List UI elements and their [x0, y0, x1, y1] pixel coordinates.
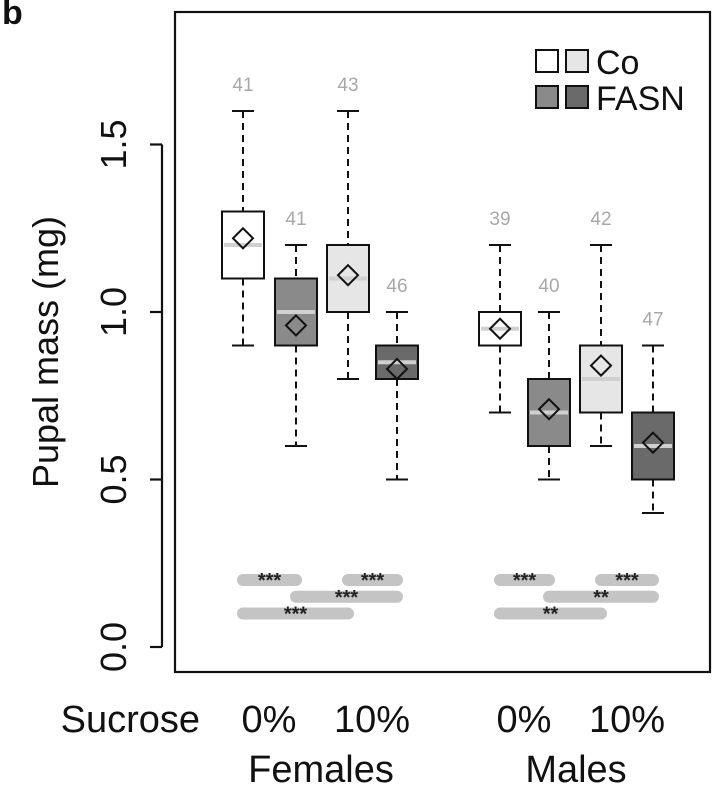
- y-tick-label: 0.0: [93, 622, 134, 672]
- group-label: Males: [525, 749, 626, 791]
- sucrose-row-label: Sucrose: [61, 699, 200, 741]
- box-males-0pct-co: 39: [479, 209, 521, 413]
- y-tick-label: 0.5: [93, 454, 134, 504]
- legend-swatch: [536, 50, 558, 72]
- sample-size-label: 40: [538, 276, 559, 297]
- sample-size-label: 41: [285, 209, 306, 230]
- sample-size-label: 42: [590, 209, 611, 230]
- sample-size-label: 39: [489, 209, 510, 230]
- box-females-0pct-co: 41: [222, 75, 264, 346]
- legend-label: Co: [596, 44, 639, 82]
- legend-label: FASN: [596, 80, 685, 118]
- legend-swatch: [566, 50, 588, 72]
- box-males-10pct-fasn: 47: [632, 310, 674, 514]
- significance-label: **: [543, 604, 559, 626]
- group-label: Females: [248, 749, 394, 791]
- significance-label: ***: [258, 570, 282, 592]
- y-axis: 0.0 0.5 1.0 1.5: [93, 119, 162, 672]
- significance-label: ***: [513, 570, 537, 592]
- y-tick-label: 1.5: [93, 119, 134, 169]
- box-males-10pct-co: 42: [580, 209, 622, 446]
- box-layer: 41 41 43 46 39 40 42 47: [222, 75, 674, 513]
- box-females-10pct-co: 43: [327, 75, 369, 379]
- sample-size-label: 43: [337, 75, 358, 96]
- legend-swatch: [566, 86, 588, 108]
- sample-size-label: 47: [642, 310, 663, 331]
- significance-label: ***: [335, 587, 359, 609]
- sample-size-label: 41: [232, 75, 253, 96]
- significance-layer: *** ************ *******: [243, 570, 653, 626]
- sample-size-label: 46: [386, 276, 407, 297]
- box-females-10pct-fasn: 46: [376, 276, 418, 480]
- y-axis-label: Pupal mass (mg): [25, 216, 66, 488]
- y-tick-label: 1.0: [93, 287, 134, 337]
- sucrose-level-label: 10%: [589, 699, 665, 741]
- box-females-0pct-fasn: 41: [275, 209, 317, 446]
- x-axis-labels: Sucrose 0% 10% 0% 10% Females Males: [61, 699, 665, 791]
- significance-label: **: [593, 587, 609, 609]
- sucrose-level-label: 0%: [497, 699, 552, 741]
- legend-swatch: [536, 86, 558, 108]
- significance-label: ***: [615, 570, 639, 592]
- significance-label: ***: [284, 604, 308, 626]
- box-males-0pct-fasn: 40: [528, 276, 570, 480]
- sucrose-level-label: 0%: [242, 699, 297, 741]
- significance-label: ***: [361, 570, 385, 592]
- sucrose-level-label: 10%: [334, 699, 410, 741]
- panel-label: b: [2, 0, 23, 32]
